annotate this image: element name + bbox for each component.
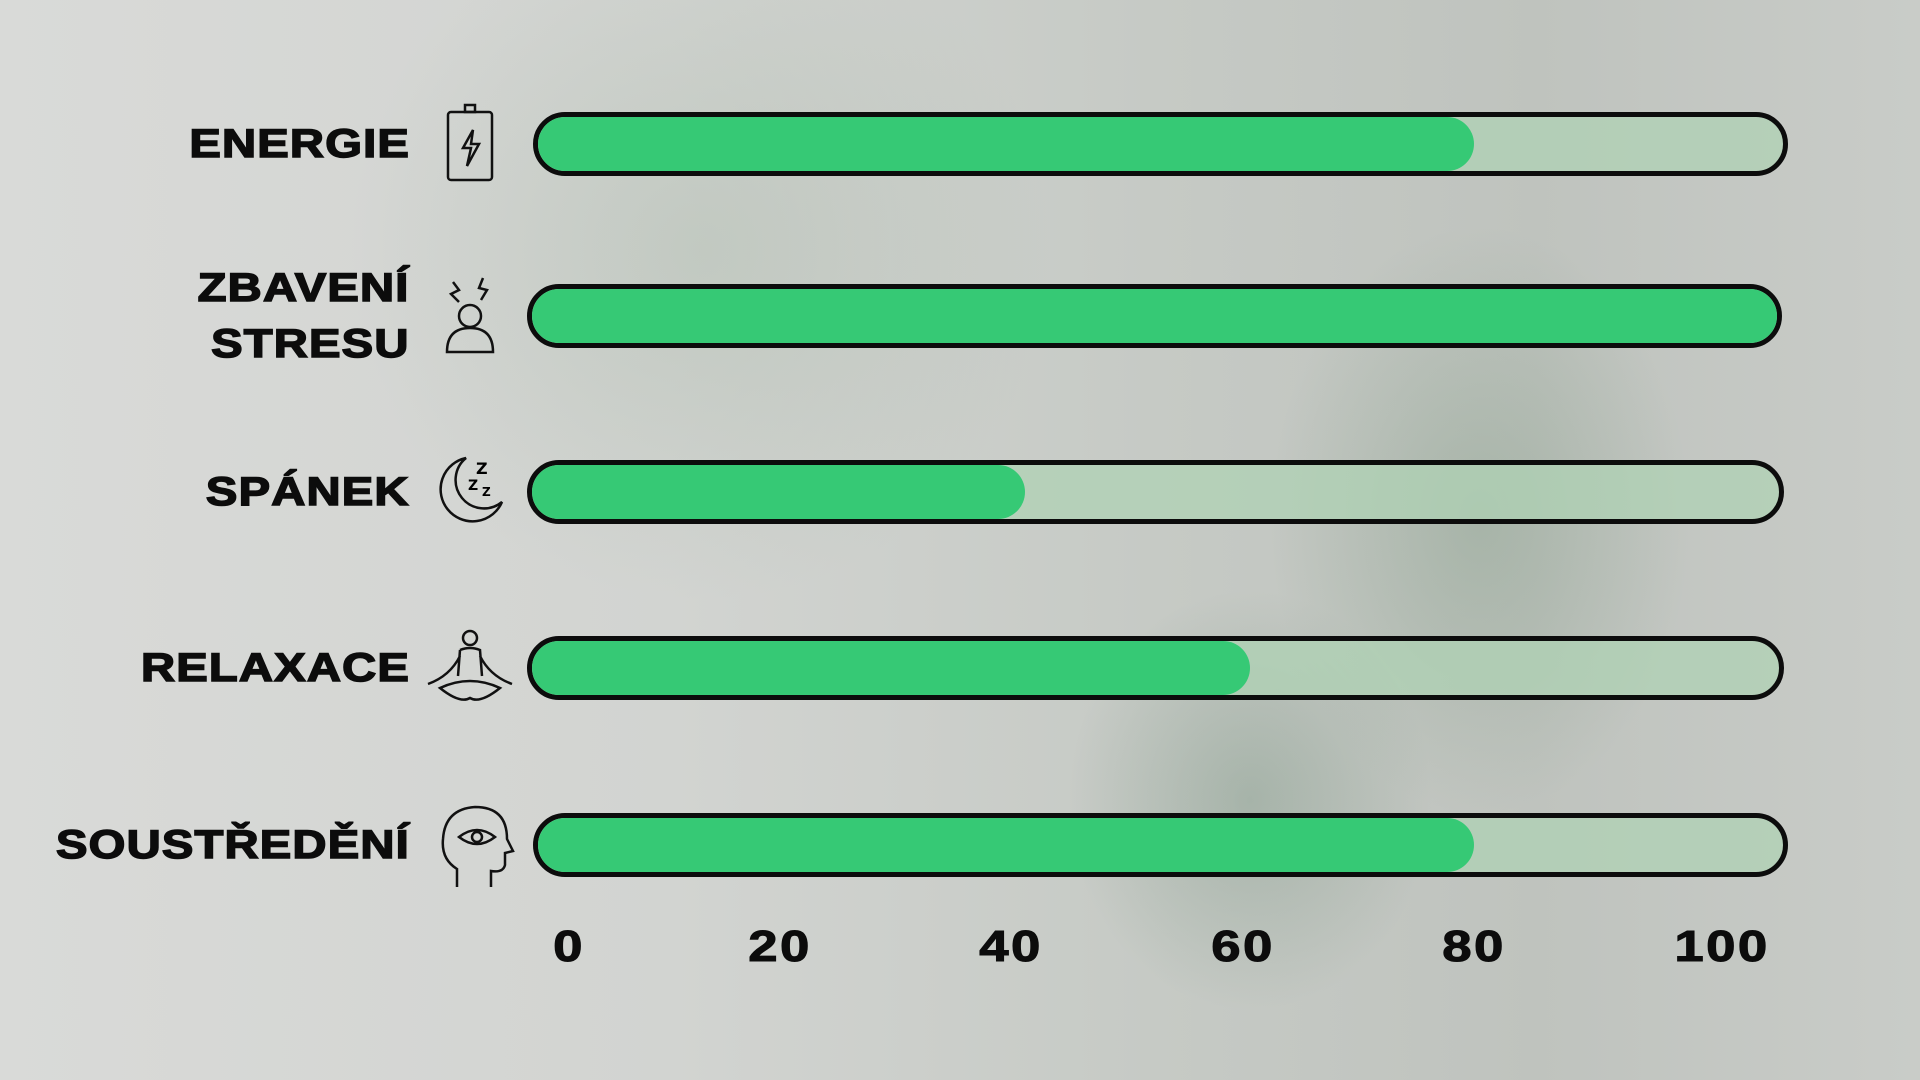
- battery-icon: [435, 102, 505, 182]
- svg-text:Z: Z: [468, 478, 478, 494]
- bar-fill: [532, 641, 1250, 695]
- category-label-line: SPÁNEK: [205, 469, 410, 515]
- svg-text:Z: Z: [476, 459, 488, 478]
- category-label: RELAXACE: [140, 640, 410, 696]
- bar-track: [533, 112, 1788, 176]
- bar-track: [527, 460, 1784, 524]
- category-label-line: ZBAVENÍ: [197, 265, 410, 311]
- category-label-line: STRESU: [211, 321, 410, 367]
- meditation-icon: [420, 626, 513, 706]
- category-label-line: RELAXACE: [140, 645, 410, 691]
- category-label: ENERGIE: [188, 116, 410, 172]
- bar-fill: [538, 117, 1475, 171]
- x-tick-label: 40: [979, 922, 1043, 972]
- bar-fill: [532, 289, 1777, 343]
- category-label-line: SOUSTŘEDĚNÍ: [55, 822, 410, 868]
- bar-track: [527, 284, 1782, 348]
- x-tick-label: 20: [748, 922, 812, 972]
- x-tick-label: 0: [552, 922, 585, 972]
- x-tick-label: 100: [1674, 922, 1770, 972]
- x-tick-label: 60: [1211, 922, 1275, 972]
- category-label: SOUSTŘEDĚNÍ: [55, 817, 410, 873]
- bar-fill: [538, 818, 1475, 872]
- bar-track: [527, 636, 1784, 700]
- stressed-person-icon: [435, 274, 505, 354]
- head-eye-focus-icon: [435, 803, 515, 887]
- svg-text:Z: Z: [482, 485, 491, 499]
- category-label: SPÁNEK: [205, 464, 410, 520]
- x-tick-label: 80: [1442, 922, 1506, 972]
- category-label-line: ENERGIE: [188, 121, 410, 167]
- bar-fill: [532, 465, 1026, 519]
- bar-track: [533, 813, 1788, 877]
- category-label: ZBAVENÍ STRESU: [197, 260, 410, 372]
